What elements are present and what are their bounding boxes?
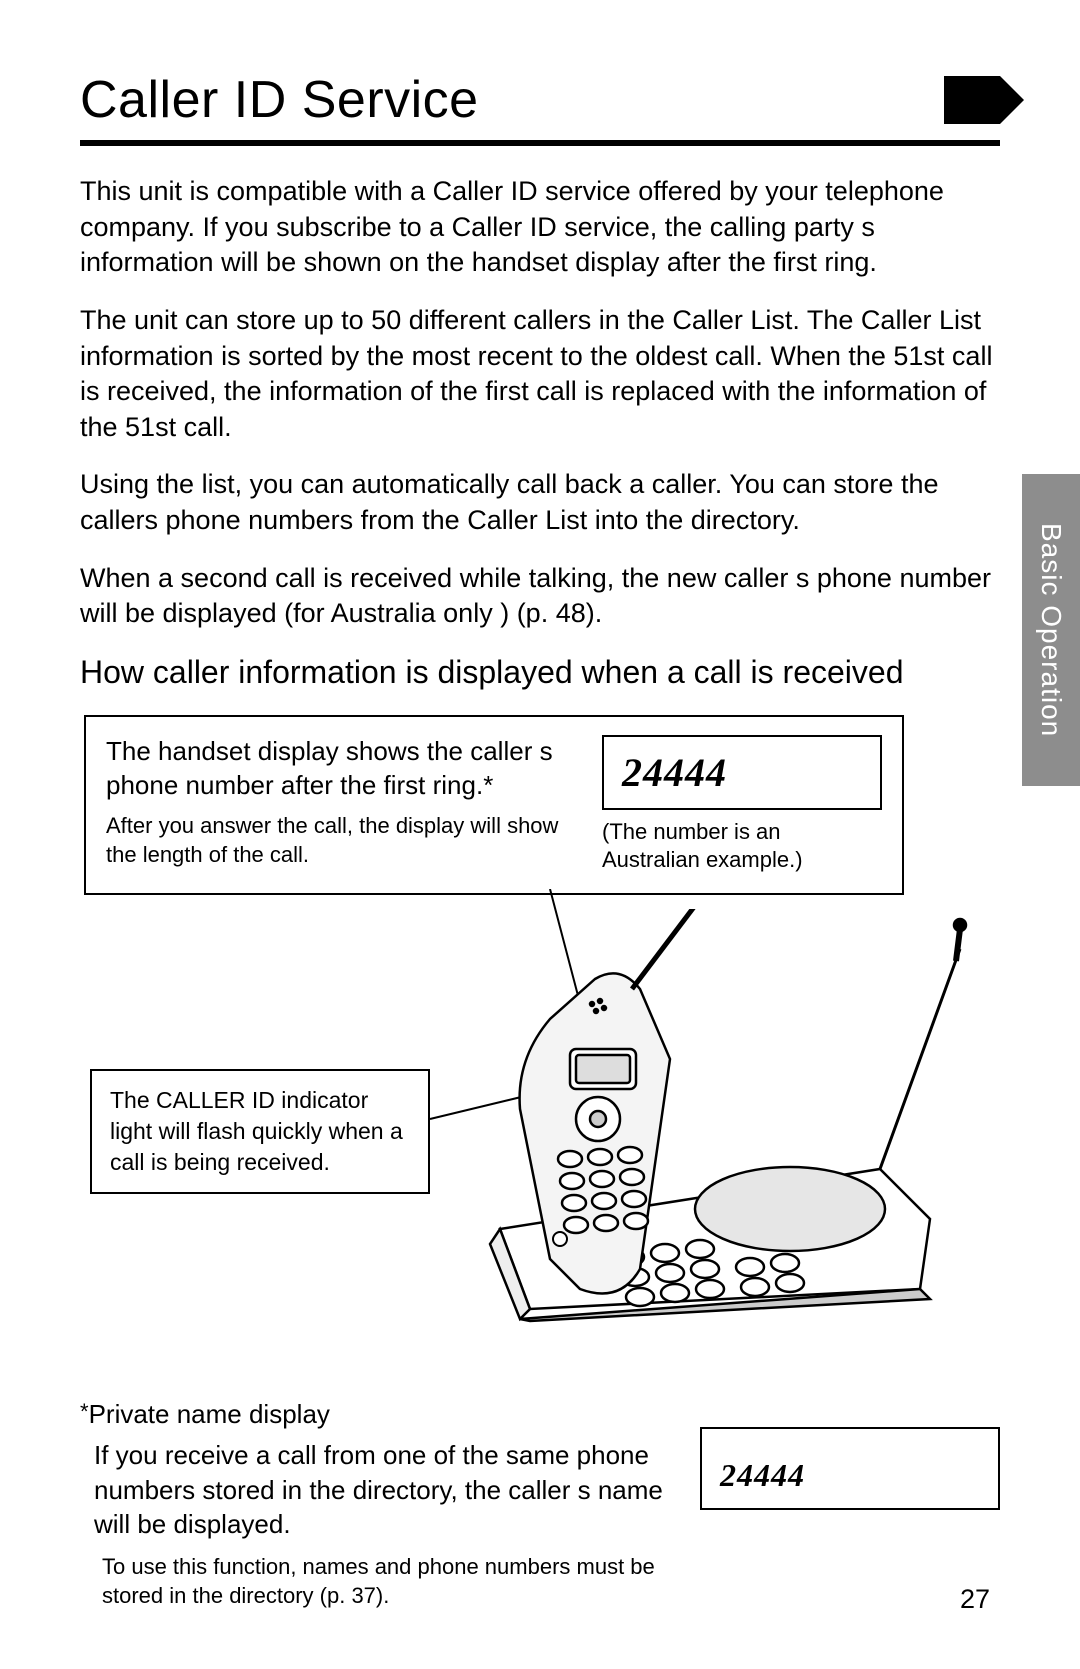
continue-arrow-icon (944, 76, 1000, 124)
footnote-small: To use this function, names and phone nu… (102, 1552, 662, 1611)
phone-illustration (420, 909, 970, 1349)
indicator-callout-box: The CALLER ID indicator light will ﬂash … (90, 1069, 430, 1194)
title-rule (80, 140, 1000, 146)
footnote-title-text: Private name display (89, 1399, 330, 1429)
section-tab-label: Basic Operation (1035, 523, 1067, 737)
display-callout-box: The handset display shows the caller s p… (84, 715, 904, 895)
callout-text-2: After you answer the call, the display w… (106, 812, 580, 869)
footnote-title: *Private name display (80, 1399, 670, 1430)
display-number: 24444 (622, 749, 862, 796)
intro-para-4: When a second call is received while tal… (80, 561, 1000, 632)
intro-para-2: The unit can store up to 50 different ca… (80, 303, 1000, 446)
private-display-number: 24444 (720, 1457, 980, 1494)
page-title: Caller ID Service (80, 70, 479, 130)
callout-text-1: The handset display shows the caller s p… (106, 735, 580, 803)
indicator-callout-text: The CALLER ID indicator light will ﬂash … (110, 1087, 403, 1175)
phone-figure: The CALLER ID indicator light will ﬂash … (80, 889, 1000, 1369)
footnote-asterisk: * (80, 1399, 89, 1424)
section-subhead: How caller information is displayed when… (80, 654, 1000, 691)
section-tab: Basic Operation (1022, 474, 1080, 786)
page-number: 27 (960, 1584, 990, 1615)
footnote-body: If you receive a call from one of the sa… (94, 1438, 670, 1542)
intro-para-3: Using the list, you can automatically ca… (80, 467, 1000, 538)
handset-display-example: 24444 (602, 735, 882, 810)
private-name-display-box: 24444 (700, 1427, 1000, 1510)
intro-para-1: This unit is compatible with a Caller ID… (80, 174, 1000, 281)
display-note: (The number is an Australian example.) (602, 818, 882, 875)
